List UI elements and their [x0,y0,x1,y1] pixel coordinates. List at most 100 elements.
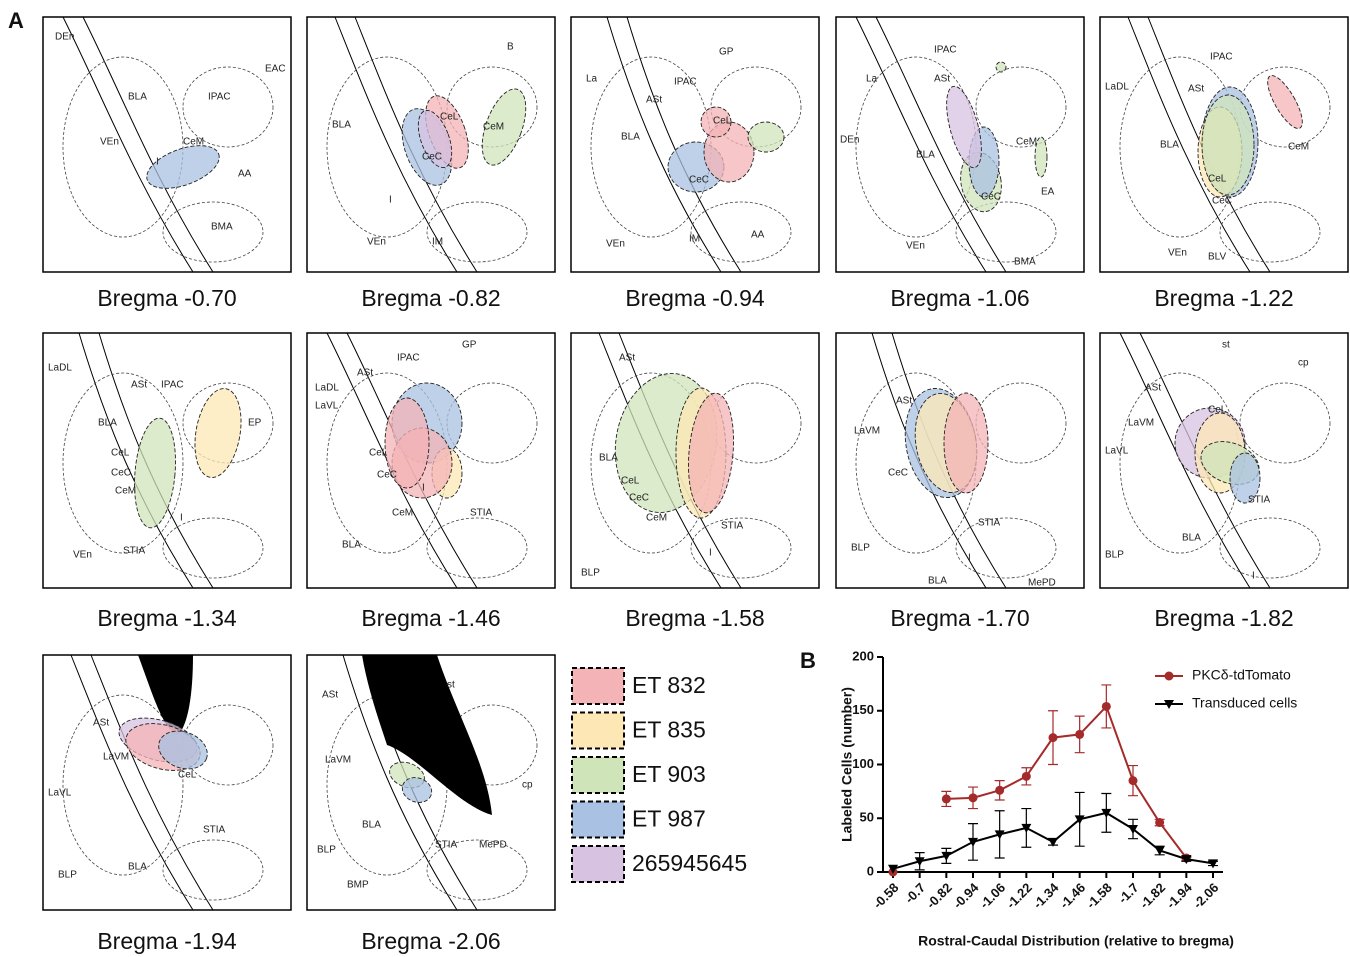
region-label: CeC [689,175,709,186]
region-label: CeC [981,192,1001,203]
data-point [914,857,925,867]
legend-swatch [571,756,625,794]
atlas-section: IPAC La ASt DEn BLA CeM CeC EA VEn BMA [835,16,1085,273]
injection-area [1229,452,1261,504]
x-tick-label: -1.94 [1163,879,1195,911]
region-label: BLA [128,92,147,103]
region-label: STIA [721,521,744,532]
atlas-section: DEn BLA IPAC EAC VEn CeM I AA BMA [42,16,292,273]
region-label: EAC [265,64,286,75]
legend-swatch [571,711,625,750]
data-point [1128,776,1138,786]
section-caption: Bregma -0.70 [97,285,236,311]
region-label: I [709,548,712,559]
region-label: CeL [369,448,388,459]
legend-marker [1164,671,1174,681]
data-point [1074,815,1085,825]
atlas-outline [334,16,458,273]
region-label: LaVM [103,752,129,763]
region-label: CeC [888,468,908,479]
legend-label: ET 987 [632,806,706,832]
region-label: EP [248,418,262,429]
region-label: AA [238,169,252,180]
region-label: CeL [713,116,732,127]
region-label: CeC [377,470,397,481]
atlas-outline [162,839,264,901]
region-label: BLA [599,453,618,464]
data-point [1048,733,1058,743]
section-caption: Bregma -0.94 [625,285,765,311]
region-label: ASt [93,718,109,729]
region-label: ASt [1145,383,1161,394]
data-point [968,793,978,803]
legend-swatch [571,800,625,839]
region-label: IM [432,237,443,248]
region-label: ASt [934,74,950,85]
region-label: IPAC [1210,52,1233,63]
region-label: ASt [322,690,338,701]
region-label: CeM [1288,142,1309,153]
data-point [1101,808,1112,818]
region-label: VEn [1168,248,1187,259]
atlas-outline [690,517,792,579]
injection-area [481,88,527,166]
data-point [1021,823,1032,833]
y-tick-label: 100 [852,756,874,771]
region-label: CeM [183,137,204,148]
atlas-outline [626,16,742,273]
atlas-outline [62,56,184,238]
data-point [1075,729,1085,739]
region-label: IM [689,234,700,245]
data-point [1154,846,1165,856]
legend-marker [1164,700,1174,709]
region-label: BLA [98,418,117,429]
data-point [1101,701,1111,711]
region-label: VEn [100,137,119,148]
atlas-section: ASt st LaVM cp BLA STIA BLP MePD BMP [306,654,556,911]
atlas-outline [426,839,528,901]
region-label: BLA [332,120,351,131]
region-label: BLA [1160,140,1179,151]
panel-label: A [8,8,24,33]
x-tick-label: -1.46 [1057,880,1089,912]
injection-area [134,417,176,529]
region-label: IPAC [674,77,697,88]
data-point [994,830,1005,840]
region-label: STIA [203,825,226,836]
region-label: CeM [115,486,136,497]
region-label: GP [719,47,734,58]
region-label: ASt [646,95,662,106]
region-label: STIA [435,840,458,851]
region-label: CeM [646,513,667,524]
series-line [946,704,1188,859]
region-label: CeC [1212,196,1232,207]
region-label: BLA [128,862,147,873]
region-label: ASt [619,353,635,364]
data-point [1128,825,1138,834]
atlas-outline [955,517,1057,579]
legend-label: Transduced cells [1192,695,1297,711]
region-label: CeC [422,152,442,163]
legend-swatch [571,845,625,883]
region-label: BLA [1182,533,1201,544]
atlas-outline [426,201,528,263]
region-label: I [422,483,425,494]
atlas-section: IPAC LaDL ASt BLA CeM CeL CeC VEn BLV [1099,16,1349,273]
atlas-outline [162,517,264,579]
region-label: st [1222,340,1230,351]
region-label: MePD [479,840,507,851]
injection-area [688,392,734,514]
region-label: LaVL [48,788,72,799]
x-tick-label: -0.94 [950,879,982,911]
legend-swatch [571,667,625,705]
atlas-outline [342,654,458,911]
region-label: CeM [392,508,413,519]
section-caption: Bregma -1.22 [1154,285,1293,311]
region-label: LaDL [315,383,339,394]
atlas-outline [446,704,538,786]
region-label: BLP [851,543,870,554]
atlas-outline [82,16,214,273]
region-label: La [586,74,598,85]
data-point [1181,855,1192,865]
x-tick-label: -1.82 [1137,880,1169,912]
